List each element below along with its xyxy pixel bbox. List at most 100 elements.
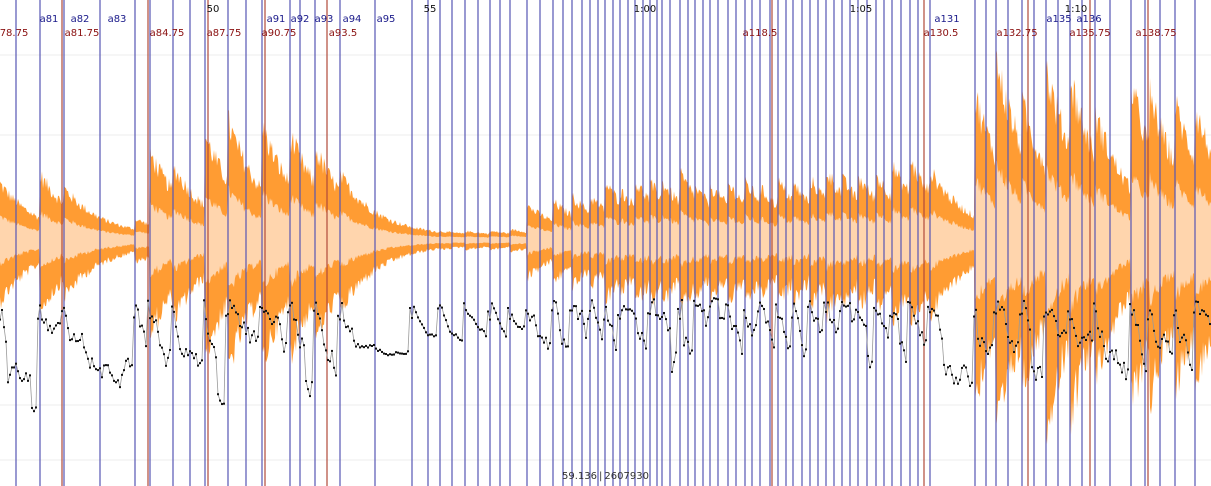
- tempo-curve-point: [905, 360, 907, 363]
- tempo-curve-point: [705, 324, 707, 327]
- tempo-curve-point: [1041, 375, 1043, 378]
- tempo-curve-point: [455, 333, 457, 336]
- tempo-curve-point: [595, 316, 597, 319]
- tempo-curve-point: [1077, 345, 1079, 348]
- tempo-curve-point: [1121, 371, 1123, 374]
- tempo-curve-point: [187, 354, 189, 357]
- tempo-curve-point: [83, 346, 85, 349]
- tempo-curve-point: [741, 352, 743, 355]
- tempo-curve-point: [725, 303, 727, 306]
- tempo-curve-point: [735, 325, 737, 328]
- tempo-curve-point: [927, 305, 929, 308]
- tempo-curve-point: [487, 310, 489, 313]
- tempo-curve-point: [695, 304, 697, 307]
- tempo-curve-point: [761, 304, 763, 307]
- tempo-curve-point: [293, 318, 295, 321]
- tempo-curve-point: [731, 328, 733, 331]
- tempo-curve-point: [121, 373, 123, 376]
- tempo-curve-point: [1203, 310, 1205, 313]
- tempo-curve-point: [729, 315, 731, 318]
- tempo-curve-point: [1069, 318, 1071, 321]
- tempo-curve-point: [723, 317, 725, 320]
- tempo-curve-point: [755, 324, 757, 327]
- tempo-curve-point: [945, 373, 947, 376]
- tempo-curve-point: [961, 366, 963, 369]
- tempo-curve-point: [685, 336, 687, 339]
- tempo-curve-point: [1045, 311, 1047, 314]
- tempo-curve-point: [817, 317, 819, 320]
- tempo-curve-point: [763, 308, 765, 311]
- tempo-curve-point: [745, 316, 747, 319]
- tempo-curve-point: [7, 381, 9, 384]
- tempo-curve-point: [495, 311, 497, 314]
- tempo-curve-point: [343, 319, 345, 322]
- tempo-curve-point: [1117, 362, 1119, 365]
- tempo-curve-point: [287, 311, 289, 314]
- tempo-curve-point: [787, 347, 789, 350]
- tempo-curve-point: [757, 310, 759, 313]
- tempo-curve-point: [117, 379, 119, 382]
- tempo-curve-point: [883, 325, 885, 328]
- tempo-curve-point: [301, 337, 303, 340]
- tempo-curve-point: [33, 410, 35, 413]
- tempo-curve-point: [153, 321, 155, 324]
- tempo-curve-point: [345, 326, 347, 329]
- marker-lines[interactable]: [15, 0, 1196, 486]
- tempo-curve-point: [91, 357, 93, 360]
- tempo-curve-point: [145, 345, 147, 348]
- tempo-curve-point: [1085, 339, 1087, 342]
- tempo-curve-point: [245, 332, 247, 335]
- tempo-curve-point: [1207, 315, 1209, 318]
- tempo-curve-point: [383, 352, 385, 355]
- tempo-curve-point: [101, 376, 103, 379]
- tempo-curve-point: [609, 323, 611, 326]
- tempo-curve-point: [1137, 324, 1139, 327]
- tempo-curve-point: [129, 365, 131, 368]
- tempo-curve-point: [347, 325, 349, 328]
- tempo-curve-point: [687, 340, 689, 343]
- tempo-curve-point: [627, 308, 629, 311]
- tempo-curve-point: [437, 307, 439, 310]
- tempo-curve-point: [335, 374, 337, 377]
- tempo-curve-point: [475, 322, 477, 325]
- tempo-curve-point: [507, 306, 509, 309]
- beat-marker-label: a84.75: [150, 28, 185, 39]
- tempo-curve-point: [563, 338, 565, 341]
- tempo-curve-point: [991, 344, 993, 347]
- tempo-curve-point: [81, 332, 83, 335]
- tempo-curve-point: [1059, 335, 1061, 338]
- tempo-curve-point: [23, 378, 25, 381]
- tempo-curve-point: [955, 376, 957, 379]
- tempo-curve-point: [227, 313, 229, 316]
- tempo-curve-point: [285, 342, 287, 345]
- tempo-curve-point: [555, 301, 557, 304]
- tempo-curve-point: [847, 304, 849, 307]
- tempo-curve-point: [443, 314, 445, 317]
- tempo-curve-point: [503, 330, 505, 333]
- tempo-curve-point: [853, 318, 855, 321]
- tempo-curve-point: [445, 319, 447, 322]
- tempo-curve-point: [275, 315, 277, 318]
- tempo-curve-point: [845, 305, 847, 308]
- tempo-curve-point: [671, 370, 673, 373]
- tempo-curve-point: [29, 374, 31, 377]
- tempo-curve-point: [771, 338, 773, 341]
- tempo-curve-point: [1175, 309, 1177, 312]
- tempo-curve-point: [891, 315, 893, 318]
- tempo-curve-point: [19, 377, 21, 380]
- tempo-curve-point: [1097, 327, 1099, 330]
- tempo-curve-point: [601, 338, 603, 341]
- tempo-curve-point: [549, 342, 551, 345]
- tempo-curve-point: [131, 364, 133, 367]
- tempo-curve-point: [515, 322, 517, 325]
- tempo-curve-point: [9, 373, 11, 376]
- tempo-curve-point: [323, 343, 325, 346]
- tempo-curve-point: [177, 335, 179, 338]
- tempo-curve-point: [1043, 315, 1045, 318]
- tempo-curve-point: [255, 339, 257, 342]
- tempo-curve-point: [319, 317, 321, 320]
- tempo-curve-point: [327, 359, 329, 362]
- beat-marker-label: a93.5: [329, 28, 357, 39]
